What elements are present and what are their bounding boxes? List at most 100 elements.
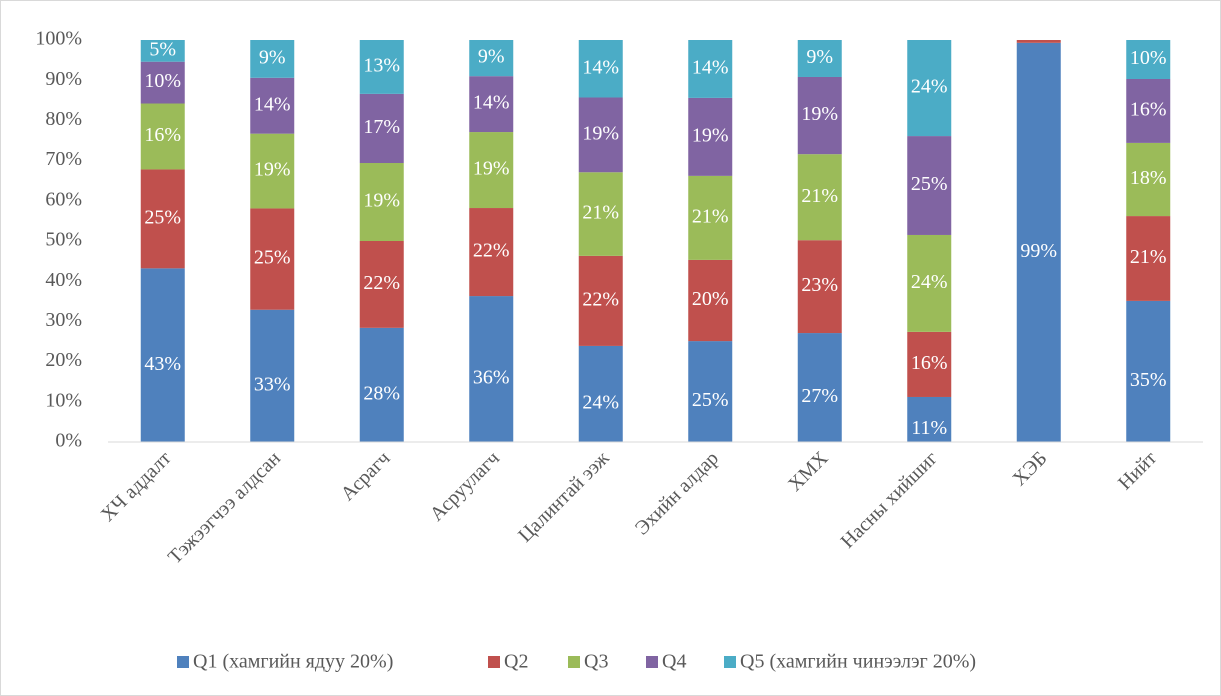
bar-segment — [1016, 42, 1061, 443]
y-tick-label: 60% — [45, 188, 82, 210]
bar-segment — [578, 172, 623, 256]
bar-segment — [469, 132, 514, 209]
bar-segment — [907, 136, 952, 235]
bar-segment — [578, 97, 623, 173]
y-tick-label: 30% — [45, 309, 82, 331]
bar-segment — [1126, 40, 1171, 79]
bar-segment — [578, 345, 623, 442]
bar-label: 25% — [911, 173, 948, 195]
bar-segment — [250, 208, 295, 310]
bar-label: 99% — [1020, 240, 1057, 262]
bar-label: 19% — [692, 124, 729, 146]
bar-segment — [469, 40, 514, 77]
legend-label: Q1 (хамгийн ядуу 20%) — [193, 651, 393, 673]
bar-segment — [907, 396, 952, 442]
bar-label: 27% — [801, 385, 838, 407]
bar-segment — [359, 163, 404, 241]
legend-swatch — [488, 656, 500, 668]
bar-label: 25% — [692, 389, 729, 411]
bar-segment — [469, 208, 514, 297]
bar-segment — [359, 40, 404, 94]
bar-label: 19% — [254, 159, 291, 181]
bar-segment — [1126, 216, 1171, 301]
bar-label: 5% — [149, 38, 176, 60]
bar-label: 14% — [692, 57, 729, 79]
bar-label: 19% — [473, 158, 510, 180]
legend-label: Q4 — [662, 651, 686, 673]
bar-segment — [797, 154, 842, 241]
bar-label: 20% — [692, 288, 729, 310]
bar-segment — [140, 61, 185, 104]
bar-segment — [1126, 78, 1171, 143]
bar-segment — [797, 76, 842, 155]
bar-segment — [1016, 40, 1061, 43]
y-tick-label: 100% — [35, 28, 82, 50]
bar-label: 23% — [801, 274, 838, 296]
bar-label: 9% — [259, 46, 286, 68]
bar-segment — [140, 40, 185, 62]
bar-label: 21% — [1130, 246, 1167, 268]
bar-label: 22% — [473, 240, 510, 262]
bar-label: 33% — [254, 373, 291, 395]
bar-label: 9% — [478, 46, 505, 68]
legend-swatch — [568, 656, 580, 668]
bar-label: 19% — [582, 122, 619, 144]
bar-segment — [250, 40, 295, 78]
bar-label: 14% — [473, 92, 510, 114]
bar-segment — [688, 341, 733, 442]
bar-segment — [250, 309, 295, 442]
bar-label: 10% — [144, 70, 181, 92]
bar-segment — [140, 169, 185, 269]
bar-label: 14% — [582, 56, 619, 78]
bar-label: 28% — [363, 383, 400, 405]
bar-segment — [907, 40, 952, 137]
y-tick-label: 70% — [45, 148, 82, 170]
bar-label: 35% — [1130, 369, 1167, 391]
bar-segment — [797, 40, 842, 77]
bar-segment — [1126, 300, 1171, 442]
bar-label: 24% — [911, 271, 948, 293]
y-tick-label: 10% — [45, 389, 82, 411]
bar-segment — [469, 76, 514, 133]
bar-segment — [688, 175, 733, 260]
legend-swatch — [724, 656, 736, 668]
bar-segment — [359, 241, 404, 328]
bar-segment — [359, 327, 404, 442]
bar-label: 43% — [144, 353, 181, 375]
y-tick-label: 90% — [45, 68, 82, 90]
bar-label: 13% — [363, 55, 400, 77]
bar-label: 16% — [144, 124, 181, 146]
bar-segment — [688, 97, 733, 176]
y-tick-label: 80% — [45, 108, 82, 130]
bar-label: 22% — [582, 288, 619, 310]
bar-label: 24% — [582, 392, 619, 414]
bar-segment — [1126, 142, 1171, 217]
y-tick-label: 20% — [45, 349, 82, 371]
bar-segment — [140, 268, 185, 442]
legend-label: Q3 — [584, 651, 608, 673]
bar-segment — [140, 103, 185, 170]
y-tick-label: 40% — [45, 269, 82, 291]
legend-swatch — [646, 656, 658, 668]
bar-label: 19% — [801, 103, 838, 125]
bar-label: 9% — [806, 46, 833, 68]
bar-label: 17% — [363, 116, 400, 138]
y-tick-label: 0% — [55, 430, 82, 452]
bar-segment — [907, 234, 952, 332]
bar-label: 22% — [363, 272, 400, 294]
bar-label: 10% — [1130, 47, 1167, 69]
bar-label: 21% — [692, 205, 729, 227]
bar-label: 36% — [473, 367, 510, 389]
bar-label: 16% — [1130, 99, 1167, 121]
bar-label: 16% — [911, 352, 948, 374]
legend-label: Q5 (хамгийн чинээлэг 20%) — [740, 651, 976, 673]
bar-segment — [578, 40, 623, 98]
bar-segment — [907, 331, 952, 397]
bar-label: 19% — [363, 190, 400, 212]
bar-label: 25% — [254, 247, 291, 269]
bar-segment — [797, 240, 842, 334]
bar-segment — [688, 259, 733, 342]
bar-label: 21% — [801, 185, 838, 207]
bar-label: 14% — [254, 93, 291, 115]
